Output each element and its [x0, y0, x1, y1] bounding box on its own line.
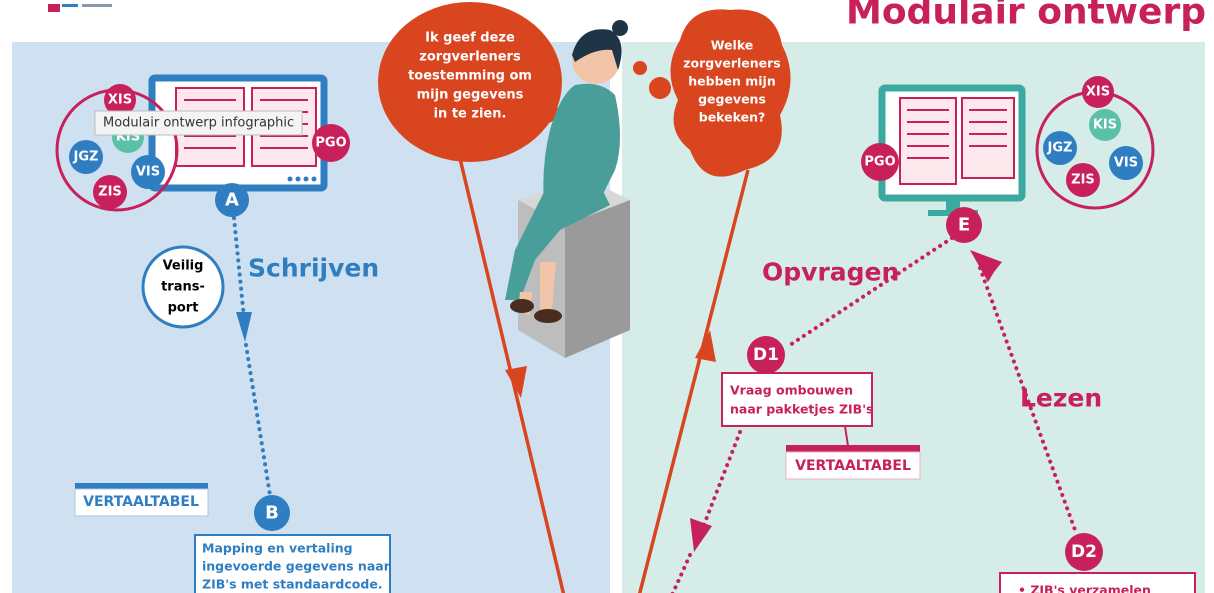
label: XIS	[108, 93, 132, 108]
label: bekeken?	[699, 110, 766, 125]
label: ingevoerde gegevens naar	[202, 559, 391, 574]
shape	[534, 309, 562, 323]
page: Modulair ontwerp XIS KIS JGZ VIS ZIS PGO…	[0, 0, 1214, 593]
label: ZIS	[1071, 173, 1095, 188]
label: VERTAALTABEL	[83, 494, 199, 510]
label: E	[958, 215, 970, 236]
label: in te zien.	[434, 107, 507, 122]
label: hebben mijn	[688, 74, 776, 89]
shape	[312, 177, 317, 182]
action-label: Lezen	[1020, 384, 1102, 413]
action-label: Schrijven	[248, 254, 379, 283]
label: port	[168, 301, 199, 316]
mapping-box: Mapping en vertaling ingevoerde gegevens…	[195, 535, 391, 593]
label: ZIS	[98, 185, 122, 200]
shape	[296, 177, 301, 182]
label: naar pakketjes ZIB's	[730, 402, 873, 417]
shape	[75, 483, 208, 489]
label: JGZ	[73, 150, 99, 165]
label: PGO	[864, 155, 895, 170]
shape	[786, 445, 920, 452]
shape	[82, 4, 112, 7]
label: ZIB's met standaardcode.	[202, 577, 383, 592]
shape	[288, 177, 293, 182]
shape	[62, 4, 78, 7]
label: zorgverleners	[419, 50, 521, 65]
label: toestemming om	[408, 69, 532, 84]
shape	[304, 177, 309, 182]
shape	[565, 200, 630, 358]
infographic: Modulair ontwerp XIS KIS JGZ VIS ZIS PGO…	[0, 0, 1214, 593]
collect-box: • ZIB's verzamelen	[1000, 573, 1195, 593]
label: D1	[753, 345, 779, 365]
translation-table: VERTAALTABEL	[786, 445, 920, 479]
label: trans-	[161, 280, 205, 295]
label: PGO	[315, 136, 346, 151]
label: Welke	[711, 38, 754, 53]
label: B	[265, 503, 279, 524]
label: A	[225, 190, 239, 211]
label: Vraag ombouwen	[730, 383, 853, 398]
shape	[612, 20, 628, 36]
label: Ik geef deze	[425, 31, 515, 46]
tooltip: Modulair ontwerp infographic	[95, 111, 302, 135]
label: D2	[1071, 542, 1097, 562]
logo	[48, 4, 112, 12]
label: Mapping en vertaling	[202, 541, 353, 556]
right-monitor	[882, 88, 1022, 216]
label: Veilig	[163, 259, 204, 274]
title: Modulair ontwerp	[846, 0, 1206, 33]
translation-table: VERTAALTABEL	[75, 483, 208, 516]
label: mijn gegevens	[417, 88, 524, 103]
action-label: Opvragen	[762, 258, 899, 287]
label: JGZ	[1047, 141, 1073, 156]
shape	[510, 299, 534, 313]
label: gegevens	[698, 92, 766, 107]
label: XIS	[1086, 85, 1110, 100]
shape	[722, 373, 872, 426]
label: Modulair ontwerp infographic	[103, 116, 294, 131]
label: KIS	[1093, 118, 1117, 133]
label: • ZIB's verzamelen	[1018, 583, 1151, 593]
label: VIS	[136, 165, 160, 180]
shape	[48, 4, 60, 12]
label: VERTAALTABEL	[795, 458, 911, 474]
label: zorgverleners	[683, 56, 781, 71]
shape	[633, 61, 647, 75]
shape	[649, 77, 671, 99]
label: VIS	[1114, 156, 1138, 171]
